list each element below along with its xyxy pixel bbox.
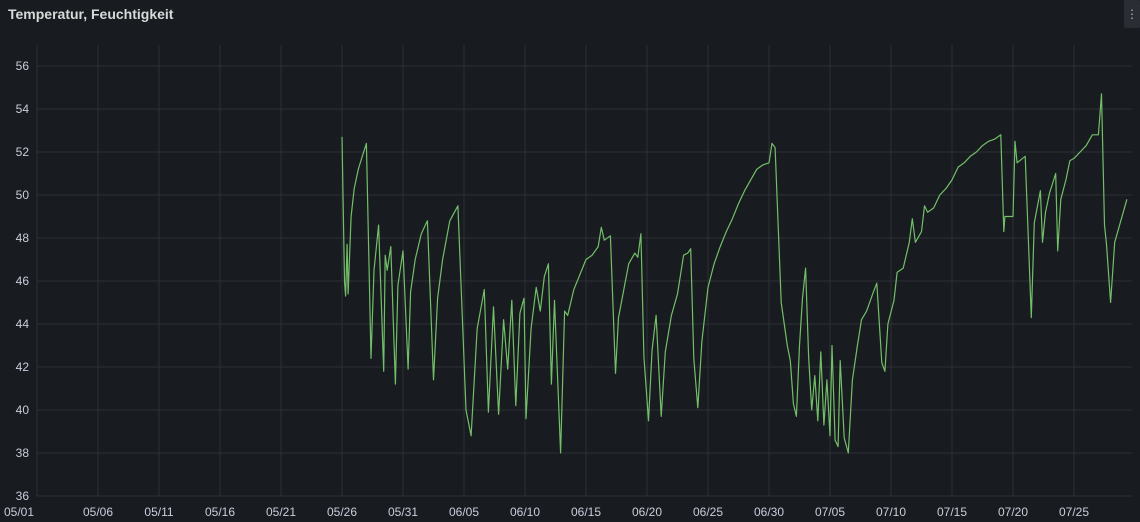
y-tick-label: 42 [16,360,30,374]
y-tick-label: 40 [16,403,30,417]
y-tick-label: 46 [16,274,30,288]
y-tick-label: 54 [16,102,30,116]
grid [36,45,1132,497]
panel-title: Temperatur, Feuchtigkeit [8,6,174,22]
panel-menu-button[interactable]: ⋮ [1124,0,1140,28]
y-axis: 36 38 40 42 44 46 48 50 52 54 56 [16,59,30,503]
series-group [341,93,1128,454]
x-tick-label: 06/05 [449,505,479,519]
series-line [341,93,1128,454]
vertical-dots-icon: ⋮ [1126,7,1138,21]
y-tick-label: 36 [16,489,30,503]
x-tick-label: 07/20 [998,505,1028,519]
x-tick-label: 07/10 [876,505,906,519]
x-tick-label: 07/05 [815,505,845,519]
x-tick-label: 06/30 [754,505,784,519]
panel-header: Temperatur, Feuchtigkeit ⋮ [0,0,1140,30]
y-tick-label: 38 [16,446,30,460]
y-tick-label: 52 [16,145,30,159]
x-tick-label: 05/01 [4,505,34,519]
x-tick-label: 05/06 [83,505,113,519]
y-tick-label: 44 [16,317,30,331]
y-tick-label: 48 [16,231,30,245]
x-tick-label: 07/15 [937,505,967,519]
y-tick-label: 56 [16,59,30,73]
x-tick-label: 06/25 [693,505,723,519]
x-tick-label: 05/16 [205,505,235,519]
x-tick-label: 05/31 [388,505,418,519]
x-tick-label: 07/25 [1059,505,1089,519]
x-tick-label: 05/11 [144,505,173,519]
x-tick-label: 06/10 [510,505,540,519]
x-axis: 05/01 05/06 05/11 05/16 05/21 05/26 05/31 06/05… [4,505,1089,519]
x-tick-label: 05/26 [327,505,357,519]
x-tick-label: 06/20 [632,505,662,519]
x-tick-label: 06/15 [571,505,601,519]
x-tick-label: 05/21 [266,505,296,519]
y-tick-label: 50 [16,188,30,202]
